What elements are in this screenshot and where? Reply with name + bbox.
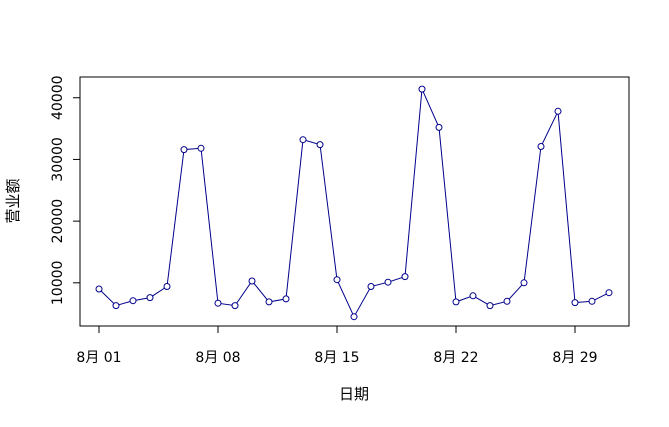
x-tick-label: 8月 29 [552,350,597,366]
data-point [129,297,137,305]
data-point [282,295,290,303]
data-point [95,285,103,293]
data-point [435,123,443,131]
data-point [418,85,426,93]
data-point [486,302,494,310]
plot-frame [79,76,630,327]
x-tick-label: 8月 01 [76,350,121,366]
data-point [299,136,307,144]
y-tick-label: 40000 [50,75,66,120]
data-point [503,297,511,305]
data-point [146,294,154,302]
data-point [401,273,409,281]
data-point [367,283,375,290]
data-point [265,298,273,306]
y-tick-label: 30000 [50,137,66,182]
x-tick-label: 8月 08 [195,350,240,366]
x-tick-label: 8月 15 [314,350,359,366]
data-point [520,279,528,287]
y-axis: 10000 20000 30000 40000 [50,75,81,306]
data-point [469,292,477,300]
data-point [112,302,120,310]
data-point [163,283,171,290]
series-line [98,87,610,318]
y-tick-label: 20000 [50,199,66,244]
x-tick-label: 8月 22 [433,350,478,366]
data-point [384,278,392,286]
data-point [588,297,596,305]
data-point [231,302,239,310]
data-point [537,143,545,150]
data-point [571,299,579,307]
data-point [605,289,613,297]
data-point [333,276,341,284]
y-axis-label: 营业额 [4,178,22,223]
data-point [316,141,324,149]
data-point [180,146,188,154]
x-axis: 8月 01 8月 08 8月 15 8月 22 8月 29 [76,325,598,366]
y-tick-label: 10000 [50,261,66,306]
data-point [350,313,358,321]
data-point [214,299,222,307]
data-point [452,298,460,306]
data-point [248,277,256,285]
data-point [554,107,562,115]
x-axis-label: 日期 [339,385,369,403]
data-point [197,144,205,152]
series-layer [95,85,613,321]
